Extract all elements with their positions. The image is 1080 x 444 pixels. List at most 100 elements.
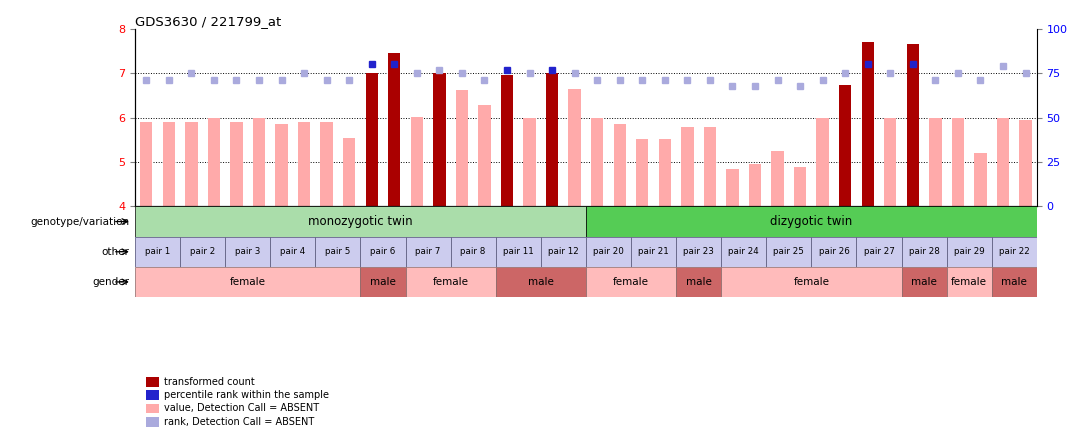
Bar xyxy=(902,237,947,267)
Bar xyxy=(676,237,721,267)
Bar xyxy=(721,267,902,297)
Bar xyxy=(856,237,902,267)
Text: male: male xyxy=(912,277,937,287)
Bar xyxy=(135,267,361,297)
Text: female: female xyxy=(613,277,649,287)
Bar xyxy=(704,127,716,206)
Bar xyxy=(541,237,586,267)
Bar xyxy=(1020,120,1031,206)
Bar xyxy=(135,206,586,237)
Text: pair 6: pair 6 xyxy=(370,247,395,256)
Text: pair 28: pair 28 xyxy=(908,247,940,256)
Bar xyxy=(613,124,626,206)
Bar xyxy=(406,267,496,297)
Text: value, Detection Call = ABSENT: value, Detection Call = ABSENT xyxy=(164,404,320,413)
Text: pair 24: pair 24 xyxy=(728,247,759,256)
Text: gender: gender xyxy=(93,277,130,287)
Bar xyxy=(226,237,270,267)
Text: pair 7: pair 7 xyxy=(416,247,441,256)
Bar xyxy=(902,267,947,297)
Bar xyxy=(275,124,287,206)
Bar xyxy=(929,118,942,206)
Bar xyxy=(816,118,828,206)
Bar xyxy=(433,73,446,206)
Bar xyxy=(496,267,586,297)
Bar xyxy=(180,237,226,267)
Bar xyxy=(185,122,198,206)
Text: pair 2: pair 2 xyxy=(190,247,215,256)
Text: male: male xyxy=(1001,277,1027,287)
Bar xyxy=(586,206,1037,237)
Text: pair 22: pair 22 xyxy=(999,247,1029,256)
Text: female: female xyxy=(230,277,266,287)
Bar xyxy=(321,122,333,206)
Text: pair 11: pair 11 xyxy=(503,247,534,256)
Bar xyxy=(748,164,761,206)
Text: pair 12: pair 12 xyxy=(548,247,579,256)
Bar xyxy=(410,117,423,206)
Bar xyxy=(591,118,604,206)
Bar xyxy=(496,237,541,267)
Bar xyxy=(230,122,243,206)
Bar xyxy=(361,237,406,267)
Text: female: female xyxy=(433,277,469,287)
Text: monozygotic twin: monozygotic twin xyxy=(308,215,413,228)
Bar xyxy=(991,237,1037,267)
Bar xyxy=(811,237,856,267)
Text: pair 5: pair 5 xyxy=(325,247,351,256)
Bar xyxy=(253,118,266,206)
Bar xyxy=(456,90,468,206)
Text: dizygotic twin: dizygotic twin xyxy=(770,215,852,228)
Bar xyxy=(568,89,581,206)
Bar xyxy=(450,237,496,267)
Bar xyxy=(140,122,152,206)
Text: genotype/variation: genotype/variation xyxy=(30,217,130,226)
Text: male: male xyxy=(528,277,554,287)
Text: pair 1: pair 1 xyxy=(145,247,171,256)
Text: pair 3: pair 3 xyxy=(235,247,260,256)
Text: percentile rank within the sample: percentile rank within the sample xyxy=(164,390,329,400)
Text: GDS3630 / 221799_at: GDS3630 / 221799_at xyxy=(135,15,281,28)
Bar xyxy=(388,53,401,206)
Bar xyxy=(163,122,175,206)
Bar xyxy=(997,118,1009,206)
Text: pair 4: pair 4 xyxy=(280,247,306,256)
Bar xyxy=(906,44,919,206)
Text: other: other xyxy=(102,247,130,257)
Bar xyxy=(270,237,315,267)
Bar xyxy=(991,267,1037,297)
Bar xyxy=(365,73,378,206)
Bar xyxy=(659,139,671,206)
Bar xyxy=(501,75,513,206)
Text: pair 20: pair 20 xyxy=(593,247,624,256)
Bar xyxy=(676,267,721,297)
Bar xyxy=(947,237,991,267)
Bar xyxy=(406,237,450,267)
Bar xyxy=(767,237,811,267)
Text: female: female xyxy=(951,277,987,287)
Bar xyxy=(885,118,896,206)
Text: pair 27: pair 27 xyxy=(864,247,894,256)
Bar xyxy=(361,267,406,297)
Bar xyxy=(681,127,693,206)
Bar xyxy=(207,118,220,206)
Bar xyxy=(545,73,558,206)
Bar xyxy=(794,167,807,206)
Bar xyxy=(524,118,536,206)
Text: pair 8: pair 8 xyxy=(460,247,486,256)
Bar xyxy=(771,151,784,206)
Bar xyxy=(951,118,964,206)
Bar xyxy=(726,169,739,206)
Text: pair 25: pair 25 xyxy=(773,247,805,256)
Bar xyxy=(586,237,631,267)
Bar xyxy=(839,85,851,206)
Bar xyxy=(947,267,991,297)
Bar xyxy=(974,153,987,206)
Bar xyxy=(315,237,361,267)
Text: rank, Detection Call = ABSENT: rank, Detection Call = ABSENT xyxy=(164,417,314,427)
Bar xyxy=(586,267,676,297)
Text: pair 26: pair 26 xyxy=(819,247,849,256)
Bar xyxy=(862,42,874,206)
Text: male: male xyxy=(370,277,396,287)
Bar xyxy=(478,105,490,206)
